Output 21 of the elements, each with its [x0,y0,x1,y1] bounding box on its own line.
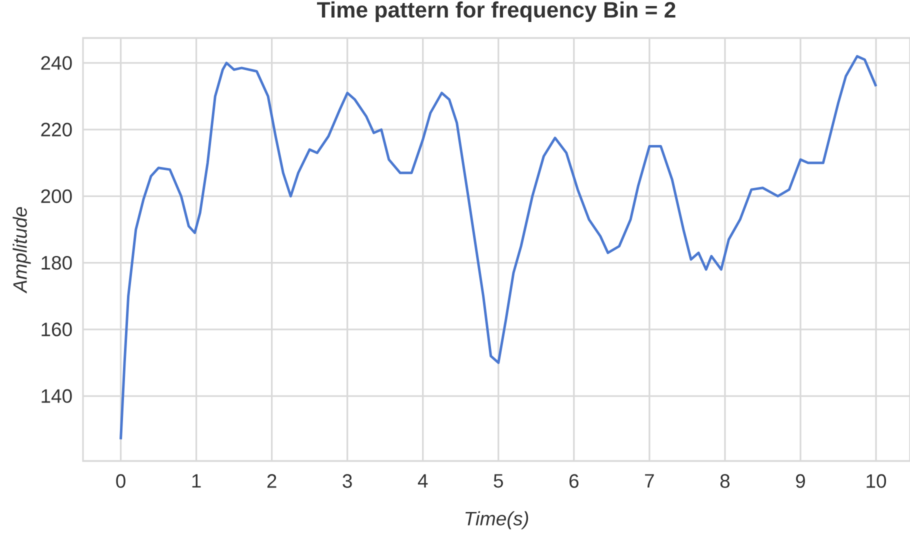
y-tick-label: 220 [41,122,72,136]
y-tick-label: 140 [42,389,72,403]
y-tick-label: 180 [42,256,72,270]
y-tick-label: 160 [42,322,72,336]
x-tick-label: 5 [494,474,503,488]
y-tick-label: 200 [41,189,72,204]
x-tick-label: 9 [796,474,805,488]
chart-title: Time pattern for frequency Bin = 2 [317,1,676,22]
y-tick-label: 240 [41,56,72,70]
x-tick-label: 6 [570,474,578,488]
x-axis-title: Time(s) [466,511,528,530]
x-tick-label: 2 [267,474,276,488]
line-series [120,55,878,441]
y-axis-title: Amplitude [12,207,31,294]
x-tick-label: 10 [866,474,886,488]
x-tick-label: 3 [342,474,352,488]
x-tick-label: 7 [645,474,654,488]
x-tick-label: 4 [418,474,428,488]
x-tick-label: 0 [116,474,126,488]
x-tick-label: 8 [720,474,730,488]
x-tick-label: 1 [192,474,201,488]
